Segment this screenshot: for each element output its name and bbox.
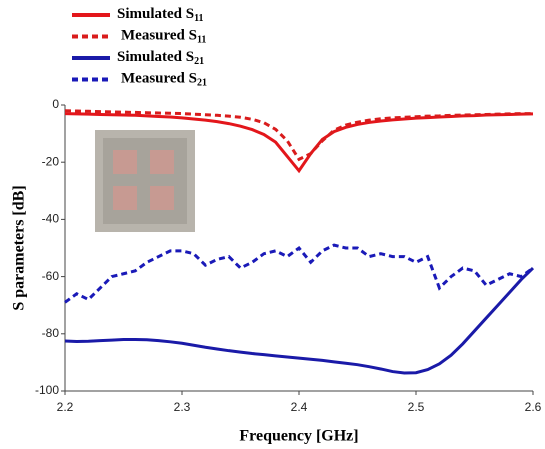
legend-label: Simulated S21 <box>117 49 204 67</box>
x-tick-label: 2.4 <box>291 400 308 414</box>
series-line <box>64 109 533 162</box>
x-axis-label: Frequency [GHz] <box>239 428 358 445</box>
photo-patch <box>113 150 137 174</box>
legend-label: Measured S21 <box>121 71 207 89</box>
y-axis-label: S parameters [dB] <box>11 185 28 310</box>
y-tick-label: -80 <box>42 326 60 340</box>
photo-patch <box>113 186 137 210</box>
photo-patch <box>150 186 174 210</box>
photo-patch <box>150 150 174 174</box>
x-tick-label: 2.2 <box>57 400 74 414</box>
y-tick-label: -40 <box>42 212 60 226</box>
legend-label: Measured S11 <box>121 28 206 46</box>
x-tick-label: 2.3 <box>174 400 191 414</box>
legend-label: Simulated S11 <box>117 6 204 24</box>
series-line <box>64 266 535 375</box>
x-tick-label: 2.5 <box>408 400 425 414</box>
x-tick-label: 2.6 <box>525 400 542 414</box>
y-tick-label: 0 <box>52 97 59 111</box>
y-tick-label: -20 <box>42 154 60 168</box>
series-line <box>64 243 534 304</box>
inset-photo <box>95 130 195 232</box>
y-tick-label: -60 <box>42 269 60 283</box>
y-tick-label: -100 <box>35 383 59 397</box>
